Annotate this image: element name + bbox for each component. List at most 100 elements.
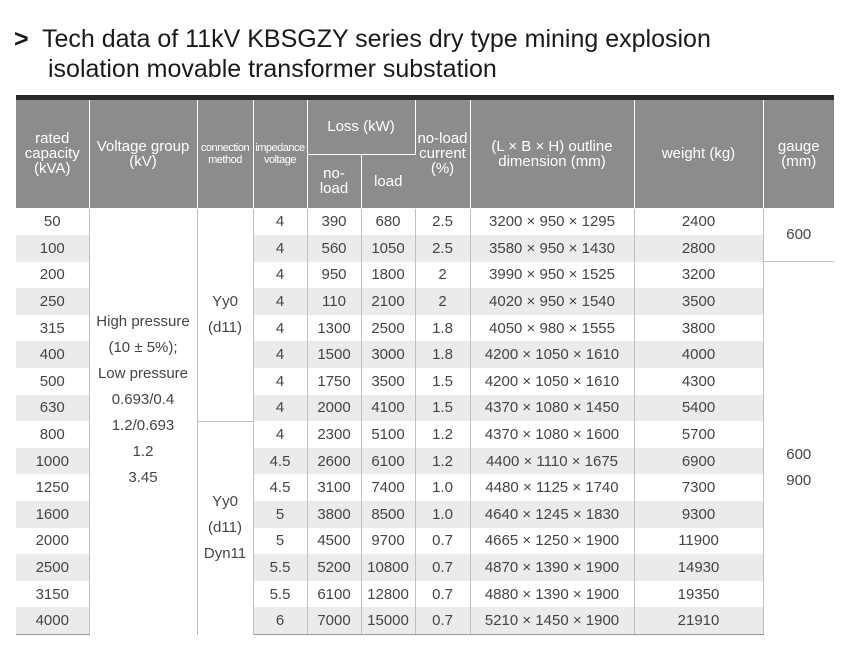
cell-impedance: 4 — [253, 368, 308, 395]
gauge-group-2: 600 900 — [763, 261, 834, 635]
cell-load-loss: 2100 — [361, 288, 416, 315]
cell-current: 1.5 — [415, 368, 471, 395]
cell-load-loss: 680 — [361, 208, 416, 236]
cell-weight: 9300 — [634, 501, 764, 528]
cell-capacity: 400 — [16, 341, 90, 369]
cell-current: 2.5 — [415, 235, 471, 262]
table-row: 250 4 110 2100 2 4020 × 950 × 1540 3500 — [16, 288, 834, 315]
cell-no-load-loss: 3800 — [307, 501, 362, 528]
cell-capacity: 500 — [16, 368, 90, 395]
cell-no-load-loss: 6100 — [307, 580, 362, 608]
cell-dimension: 4200 × 1050 × 1610 — [470, 341, 635, 369]
cell-weight: 14930 — [634, 554, 764, 581]
cell-capacity: 2000 — [16, 527, 90, 555]
cell-weight: 5400 — [634, 394, 764, 422]
cell-load-loss: 5100 — [361, 421, 416, 448]
cell-load-loss: 12800 — [361, 580, 416, 608]
cell-current: 0.7 — [415, 580, 471, 608]
connection-group-2-line: Dyn11 — [203, 545, 247, 563]
table-row: 630 4 2000 4100 1.5 4370 × 1080 × 1450 5400 — [16, 394, 834, 422]
cell-capacity: 1250 — [16, 474, 90, 502]
cell-capacity: 800 — [16, 421, 90, 448]
cell-impedance: 4 — [253, 421, 308, 448]
table-row: 1600 5 3800 8500 1.0 4640 × 1245 × 1830 9300 — [16, 501, 834, 528]
cell-load-loss: 1800 — [361, 261, 416, 289]
cell-current: 1.0 — [415, 474, 471, 502]
cell-current: 1.0 — [415, 501, 471, 528]
connection-group-1-line: Yy0 — [212, 292, 238, 310]
cell-impedance: 5 — [253, 527, 308, 555]
cell-no-load-loss: 2000 — [307, 394, 362, 422]
cell-capacity: 3150 — [16, 580, 90, 608]
cell-weight: 2800 — [634, 235, 764, 262]
table-row: 50 High pressure (10 ± 5%); Low pressure 0.6… — [16, 208, 834, 635]
cell-no-load-loss: 950 — [307, 261, 362, 289]
cell-dimension: 4480 × 1125 × 1740 — [470, 474, 635, 502]
cell-current: 1.8 — [415, 341, 471, 369]
cell-no-load-loss: 2300 — [307, 421, 362, 448]
cell-impedance: 4 — [253, 394, 308, 422]
cell-capacity: 4000 — [16, 607, 90, 636]
cell-load-loss: 7400 — [361, 474, 416, 502]
cell-no-load-loss: 1500 — [307, 341, 362, 369]
voltage-group-cell: High pressure (10 ± 5%); Low pressure 0.693… — [89, 208, 198, 635]
gauge-group-2-line: 900 — [786, 472, 812, 490]
cell-no-load-loss: 110 — [307, 288, 362, 315]
cell-impedance: 4 — [253, 235, 308, 262]
cell-current: 0.7 — [415, 527, 471, 555]
cell-weight: 4000 — [634, 341, 764, 369]
cell-load-loss: 1050 — [361, 235, 416, 262]
cell-capacity: 50 — [16, 208, 90, 236]
voltage-group-line: High pressure — [96, 312, 190, 330]
cell-current: 1.8 — [415, 314, 471, 342]
cell-dimension: 4400 × 1110 × 1675 — [470, 447, 635, 475]
header-outline-dimension: (L × B × H) outline dimension (mm) — [470, 100, 635, 209]
connection-group-2-line: Yy0 — [212, 493, 238, 511]
cell-no-load-loss: 2600 — [307, 447, 362, 475]
cell-dimension: 4200 × 1050 × 1610 — [470, 368, 635, 395]
cell-load-loss: 8500 — [361, 501, 416, 528]
title-line-2: isolation movable transformer substation — [48, 55, 497, 83]
cell-impedance: 4 — [253, 314, 308, 342]
table-row: 100 4 560 1050 2.5 3580 × 950 × 1430 2800 — [16, 235, 834, 262]
page-title: > Tech data of 11kV KBSGZY series dry typ… — [14, 24, 711, 84]
cell-impedance: 6 — [253, 607, 308, 636]
table-row: 800 Yy0 (d11) Dyn11 4 2300 5100 1.2 4370 × 1080 … — [16, 420, 834, 635]
cell-weight: 3800 — [634, 314, 764, 342]
cell-dimension: 4870 × 1390 × 1900 — [470, 554, 635, 581]
cell-dimension: 3200 × 950 × 1295 — [470, 208, 635, 236]
cell-weight: 6900 — [634, 447, 764, 475]
voltage-group-line: 1.2 — [132, 442, 154, 460]
cell-current: 2 — [415, 261, 471, 289]
cell-no-load-loss: 390 — [307, 208, 362, 236]
cell-current: 0.7 — [415, 554, 471, 581]
header-voltage-group: Voltage group (kV) — [89, 100, 198, 209]
cell-load-loss: 9700 — [361, 527, 416, 555]
table-row: 3150 5.5 6100 12800 0.7 4880 × 1390 × 1900 193… — [16, 580, 834, 608]
cell-no-load-loss: 5200 — [307, 554, 362, 581]
cell-load-loss: 6100 — [361, 447, 416, 475]
table-row: 200 4 950 1800 2 3990 × 950 × 1525 3200 600 900 — [16, 261, 834, 635]
table-row: 400 4 1500 3000 1.8 4200 × 1050 × 1610 4000 — [16, 341, 834, 369]
cell-weight: 3500 — [634, 288, 764, 315]
header-no-load-current: no-load current (%) — [415, 100, 471, 209]
header-load-loss: load — [361, 154, 415, 209]
connection-group-1: Yy0 (d11) — [197, 208, 254, 422]
table-row: 2500 5.5 5200 10800 0.7 4870 × 1390 × 1900 149… — [16, 554, 834, 581]
cell-capacity: 100 — [16, 235, 90, 262]
cell-load-loss: 2500 — [361, 314, 416, 342]
cell-dimension: 4880 × 1390 × 1900 — [470, 580, 635, 608]
cell-dimension: 4640 × 1245 × 1830 — [470, 501, 635, 528]
cell-impedance: 4 — [253, 208, 308, 236]
cell-load-loss: 10800 — [361, 554, 416, 581]
table-top-rule — [16, 95, 834, 100]
voltage-group-line: (10 ± 5%); — [108, 338, 178, 356]
connection-group-2-line: (d11) — [208, 519, 242, 537]
header-loss: Loss (kW) — [307, 100, 416, 155]
cell-no-load-loss: 560 — [307, 235, 362, 262]
cell-capacity: 250 — [16, 288, 90, 315]
table-row: 315 4 1300 2500 1.8 4050 × 980 × 1555 3800 — [16, 314, 834, 342]
connection-group-2: Yy0 (d11) Dyn11 — [197, 420, 254, 635]
cell-no-load-loss: 1300 — [307, 314, 362, 342]
cell-impedance: 4.5 — [253, 474, 308, 502]
